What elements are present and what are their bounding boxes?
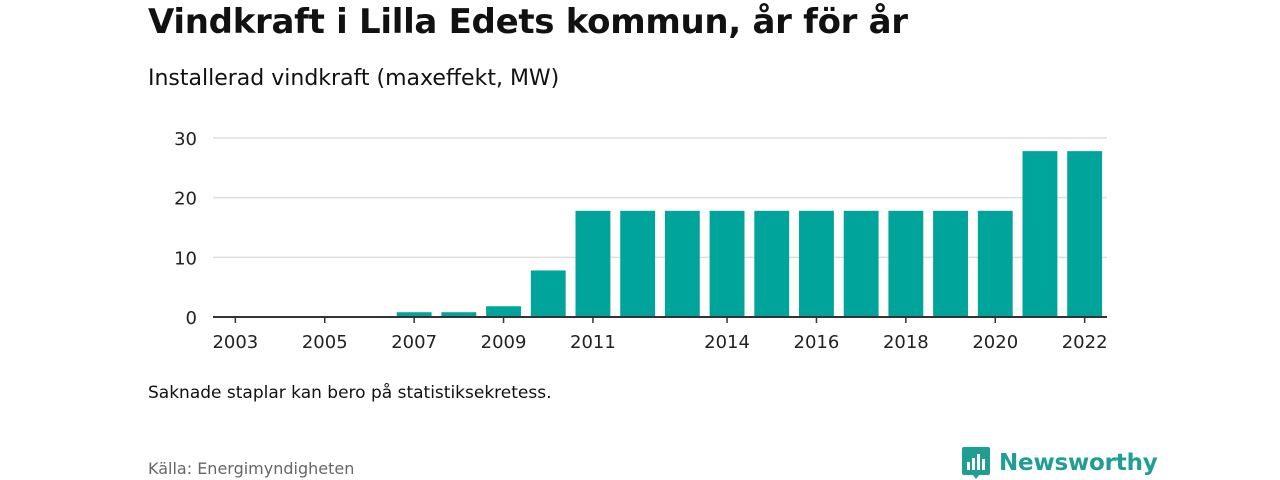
- bar-2013: [664, 210, 700, 317]
- bar-2021: [1022, 151, 1058, 317]
- bar-2007: [396, 312, 432, 317]
- bar-chart: 0 10 20 30 2003 2005 2007 2009 2011 2014 2016 2018 2…: [174, 129, 1107, 353]
- x-tick-label: 2016: [794, 332, 840, 353]
- bar-2011: [575, 210, 611, 317]
- bar-2014: [709, 210, 745, 317]
- x-tick-label: 2009: [481, 332, 527, 353]
- x-tick-label: 2022: [1062, 332, 1108, 353]
- bar-2022: [1067, 151, 1103, 317]
- bar-2018: [888, 210, 924, 317]
- bar-2019: [933, 210, 968, 317]
- grid-lines: [213, 137, 1107, 259]
- footnote: Saknade staplar kan bero på statistiksek…: [148, 383, 552, 403]
- chart-title: Vindkraft i Lilla Edets kommun, år för å…: [148, 2, 908, 42]
- x-tick-label: 2005: [302, 332, 348, 353]
- bar-2016: [799, 210, 834, 317]
- x-tick-label: 2018: [883, 332, 929, 353]
- chart-subtitle: Installerad vindkraft (maxeffekt, MW): [148, 66, 560, 91]
- x-tick-label: 2003: [212, 332, 258, 353]
- x-tick-label: 2007: [391, 332, 437, 353]
- bars: [396, 151, 1103, 317]
- x-tick-label: 2020: [972, 332, 1018, 353]
- bar-2010: [530, 270, 566, 317]
- newsworthy-brand[interactable]: Newsworthy: [961, 446, 1158, 480]
- bar-2015: [754, 210, 790, 317]
- y-tick-label: 20: [174, 189, 197, 210]
- axes: 0 10 20 30 2003 2005 2007 2009 2011 2014 2016 2018 2…: [174, 129, 1107, 353]
- bar-2012: [620, 210, 656, 317]
- y-tick-label: 30: [174, 129, 197, 150]
- y-tick-label: 10: [174, 248, 197, 269]
- bar-2017: [843, 210, 879, 317]
- bar-2009: [486, 306, 521, 317]
- bar-2020: [977, 210, 1013, 317]
- x-tick-label: 2011: [570, 332, 616, 353]
- y-tick-label: 0: [186, 308, 197, 329]
- x-tick-label: 2014: [704, 332, 750, 353]
- source-text: Källa: Energimyndigheten: [148, 459, 355, 478]
- bar-2008: [441, 312, 477, 317]
- newsworthy-logo-icon: [962, 447, 990, 479]
- brand-name: Newsworthy: [999, 450, 1158, 476]
